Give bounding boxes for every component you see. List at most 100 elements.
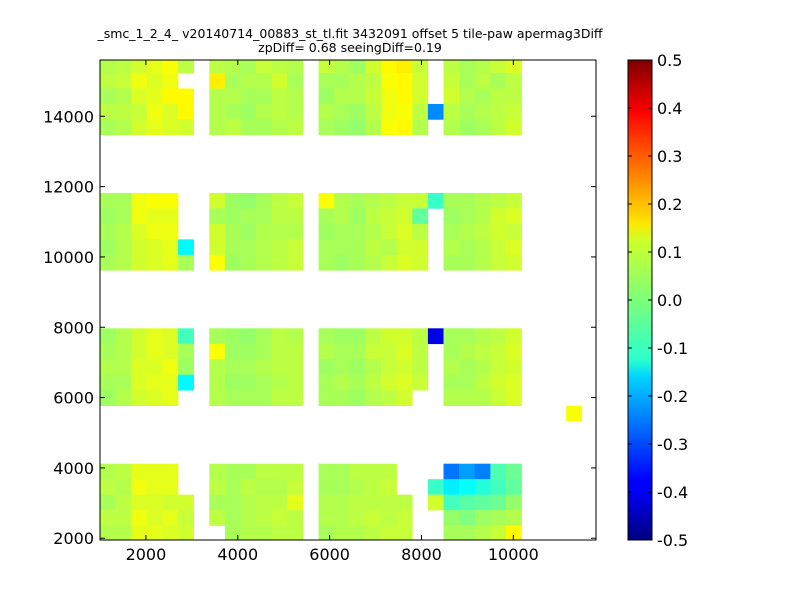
heatmap-cell — [334, 239, 351, 256]
heatmap-cell — [334, 223, 351, 240]
heatmap-cell — [209, 119, 226, 136]
heatmap-cell — [381, 390, 397, 406]
heatmap-cell — [271, 208, 288, 225]
heatmap-cell — [240, 119, 257, 136]
heatmap-cell — [412, 254, 429, 271]
heatmap-cell — [209, 494, 226, 511]
heatmap-cell — [115, 328, 132, 345]
heatmap-cell — [271, 239, 288, 256]
heatmap-cell — [318, 73, 335, 89]
heatmap-cell — [412, 103, 429, 120]
heatmap-cell — [209, 208, 226, 225]
heatmap-cell — [365, 192, 382, 209]
heatmap-cell — [443, 494, 460, 511]
heatmap-cell — [287, 494, 304, 511]
y-tick-label: 12000 — [43, 178, 94, 197]
heatmap-cell — [162, 239, 179, 256]
heatmap-cell — [271, 73, 288, 89]
heatmap-cell — [396, 119, 413, 136]
heatmap-cell — [381, 525, 397, 540]
heatmap-cell — [443, 359, 460, 376]
heatmap-cell — [131, 343, 148, 360]
heatmap-cell — [209, 510, 226, 526]
heatmap-cell — [271, 463, 288, 480]
heatmap-cell — [256, 343, 273, 360]
heatmap-cell — [349, 374, 366, 391]
heatmap-cell — [178, 119, 194, 136]
heatmap-cell — [162, 463, 179, 480]
heatmap-cell — [100, 328, 116, 345]
heatmap-cell — [318, 239, 335, 256]
heatmap-cell — [287, 73, 304, 89]
heatmap-cell — [224, 192, 241, 209]
colorbar-tick-label: -0.5 — [657, 531, 688, 550]
heatmap-cell — [115, 390, 132, 406]
heatmap-cell — [474, 374, 491, 391]
heatmap-cell — [349, 223, 366, 240]
y-axis: 2000 4000 6000 8000 10000 12000 14000 — [43, 107, 596, 548]
heatmap-cell — [240, 103, 257, 120]
heatmap-cell — [162, 119, 179, 136]
heatmap-cell — [443, 343, 460, 360]
heatmap-cell — [271, 119, 288, 136]
heatmap-cell — [100, 192, 116, 209]
heatmap-cell — [365, 254, 382, 271]
heatmap-cell — [162, 390, 179, 406]
heatmap-cell — [209, 88, 226, 105]
heatmap-cell — [100, 359, 116, 376]
heatmap-cell — [224, 510, 241, 526]
heatmap-cell — [287, 223, 304, 240]
heatmap-cell — [287, 239, 304, 256]
heatmap-cell — [490, 343, 507, 360]
heatmap-cell — [146, 463, 163, 480]
heatmap-cell — [365, 239, 382, 256]
heatmap-cell — [474, 494, 491, 511]
heatmap-cell — [427, 494, 444, 511]
heatmap-cell — [224, 254, 241, 271]
heatmap-cell — [349, 192, 366, 209]
heatmap-cell — [334, 60, 351, 74]
heatmap-cell — [443, 60, 460, 74]
heatmap-cell — [349, 463, 366, 480]
heatmap-cell — [271, 328, 288, 345]
heatmap-cell — [178, 525, 194, 540]
heatmap-cell — [178, 510, 194, 526]
heatmap-cell — [115, 103, 132, 120]
heatmap-cell — [162, 103, 179, 120]
heatmap-cell — [365, 328, 382, 345]
heatmap-cell — [474, 343, 491, 360]
heatmap-cell — [271, 343, 288, 360]
heatmap-cell — [162, 223, 179, 240]
heatmap-cell — [209, 103, 226, 120]
heatmap-cell — [365, 343, 382, 360]
y-tick-label: 10000 — [43, 248, 94, 267]
heatmap-cell — [396, 192, 413, 209]
heatmap-cell — [162, 510, 179, 526]
heatmap-cell — [256, 525, 273, 540]
heatmap-cell — [131, 359, 148, 376]
heatmap-cell — [131, 119, 148, 136]
heatmap-cell — [365, 525, 382, 540]
heatmap-cell — [162, 60, 179, 74]
heatmap-cell — [318, 208, 335, 225]
heatmap-cell — [287, 88, 304, 105]
heatmap-cell — [100, 208, 116, 225]
heatmap-cell — [100, 390, 116, 406]
heatmap-cell — [271, 88, 288, 105]
heatmap-cell — [490, 510, 507, 526]
colorbar-tick-label: 0.5 — [657, 51, 682, 70]
heatmap-cell — [287, 328, 304, 345]
heatmap-cell — [287, 119, 304, 136]
heatmap-cell — [115, 494, 132, 511]
heatmap-cell — [459, 510, 476, 526]
heatmap-cell — [443, 390, 460, 406]
colorbar-ticks: 0.5 0.4 0.3 0.2 0.1 0.0 -0.1 -0.2 -0.3 -0.4 -0.5 — [628, 51, 688, 550]
heatmap-cell — [381, 479, 397, 495]
heatmap-cell — [287, 510, 304, 526]
heatmap-cell — [474, 208, 491, 225]
heatmap-cell — [318, 359, 335, 376]
heatmap-cell — [100, 463, 116, 480]
heatmap-cell — [209, 60, 226, 74]
heatmap-cell — [381, 374, 397, 391]
heatmap-cell — [505, 328, 522, 345]
